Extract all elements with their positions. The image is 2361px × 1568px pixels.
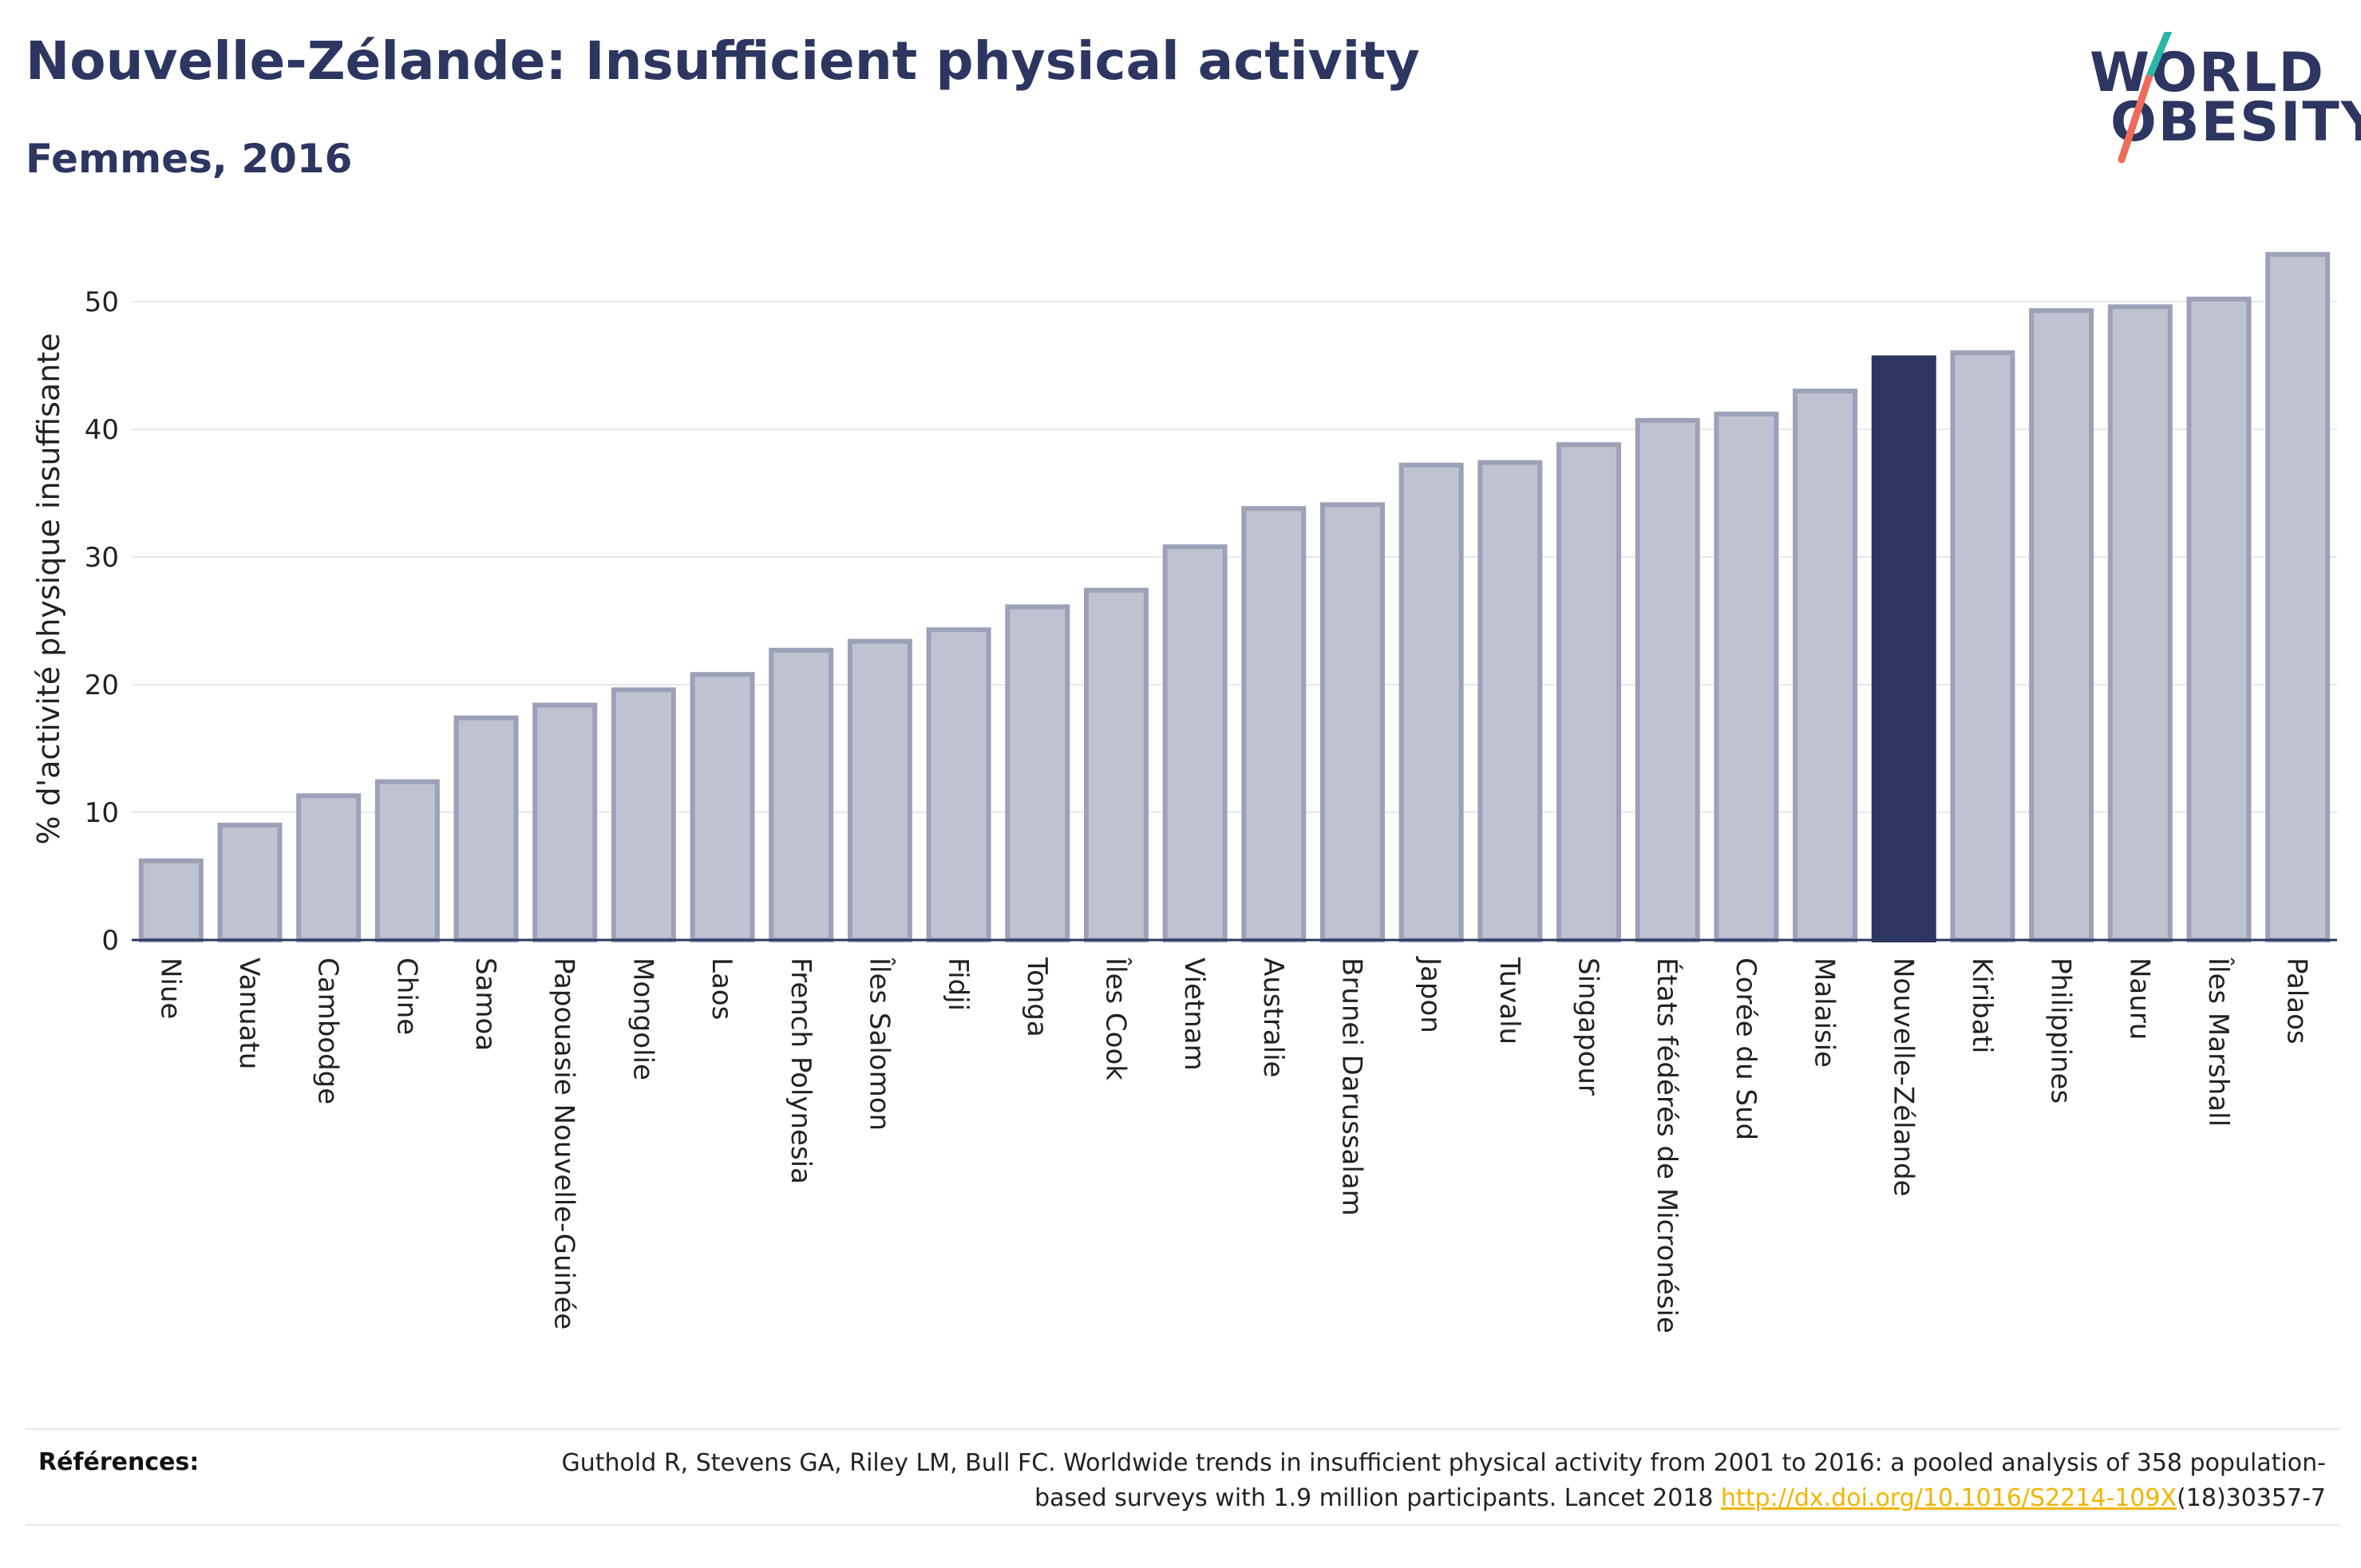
bar <box>532 702 598 942</box>
x-tick-label: Nauru <box>2123 958 2155 1040</box>
x-tick-label: Tuvalu <box>1493 957 1525 1045</box>
chart-title: Nouvelle-Zélande: Insufficient physical … <box>26 30 1420 92</box>
bar <box>2029 308 2094 942</box>
references-top-divider <box>26 1428 2340 1430</box>
bar <box>2265 251 2331 942</box>
x-tick-label: Vanuatu <box>233 958 265 1069</box>
x-tick-label: Cambodge <box>312 958 344 1104</box>
bar <box>769 647 834 942</box>
x-tick-label: Brunei Darussalam <box>1336 958 1368 1216</box>
x-tick-label: Mongolie <box>627 958 658 1080</box>
bar <box>2186 296 2252 942</box>
bar <box>1398 462 1464 942</box>
bar <box>611 687 676 943</box>
logo-word-obesity: OBESITY <box>2110 91 2361 154</box>
bar <box>374 779 440 942</box>
x-tick-label: French Polynesia <box>785 958 817 1184</box>
bar <box>138 858 204 943</box>
bar <box>1556 442 1622 942</box>
x-tick-label: Palaos <box>2281 958 2313 1045</box>
bar <box>1714 411 1779 942</box>
bar <box>690 672 755 942</box>
x-tick-label: Tonga <box>1021 957 1053 1037</box>
references-citation-suffix: (18)30357-7 <box>2177 1484 2326 1512</box>
logo-word-world: WORLD <box>2090 41 2325 105</box>
x-tick-label: Papouasie Nouvelle-Guinée <box>548 958 580 1329</box>
bar <box>1241 506 1307 942</box>
references-label: Références: <box>38 1448 200 1476</box>
bar <box>926 627 991 942</box>
x-tick-label: Vietnam <box>1178 958 1210 1071</box>
references-text: Guthold R, Stevens GA, Riley LM, Bull FC… <box>490 1446 2326 1516</box>
x-tick-label: Niue <box>154 958 186 1019</box>
x-tick-label: Japon <box>1414 956 1446 1033</box>
y-tick-label: 50 <box>85 286 119 318</box>
x-tick-label: États fédérés de Micronésie <box>1651 958 1683 1333</box>
x-tick-label: Îles Cook <box>1099 957 1132 1080</box>
bar <box>296 793 362 943</box>
bar <box>2107 304 2173 942</box>
logo-slash-icon <box>2118 32 2173 164</box>
bar-chart: 0 10 20 30 40 50 % d'activité physique insuffi… <box>31 251 2337 1333</box>
x-tick-label: Îles Marshall <box>2202 957 2235 1127</box>
y-tick-label: 40 <box>85 414 119 446</box>
bar-highlight <box>1871 355 1936 942</box>
x-tick-label: Îles Salomon <box>863 957 896 1131</box>
bar <box>1950 350 2015 942</box>
y-tick-label: 20 <box>85 669 119 701</box>
bar <box>1005 604 1070 943</box>
x-tick-label: Singapour <box>1572 958 1604 1096</box>
x-tick-label: Laos <box>706 958 738 1020</box>
y-axis-title: % d'activité physique insuffisante <box>31 333 66 844</box>
bar <box>1635 417 1700 942</box>
bar <box>1320 502 1386 942</box>
x-tick-label: Malaisie <box>1809 958 1841 1068</box>
bar <box>217 823 283 942</box>
references-citation: Guthold R, Stevens GA, Riley LM, Bull FC… <box>561 1449 2326 1512</box>
references-doi-link[interactable]: http://dx.doi.org/10.1016/S2214-109X <box>1721 1484 2177 1512</box>
bar <box>1162 544 1228 942</box>
x-tick-label: Corée du Sud <box>1730 958 1762 1140</box>
world-obesity-logo: WORLD OBESITY <box>2075 32 2361 176</box>
bar <box>1477 460 1543 942</box>
x-tick-label: Philippines <box>2045 958 2077 1104</box>
bar <box>847 638 912 942</box>
y-tick-label: 10 <box>85 797 119 829</box>
x-tick-label: Australie <box>1257 958 1289 1077</box>
x-tick-label: Nouvelle-Zélande <box>1887 958 1919 1196</box>
y-tick-label: 0 <box>101 925 119 957</box>
y-tick-label: 30 <box>85 542 119 574</box>
bar <box>453 715 519 942</box>
x-tick-label: Fidji <box>942 958 974 1011</box>
bar <box>1083 587 1149 942</box>
x-tick-label: Kiribati <box>1966 958 1998 1053</box>
references-bottom-divider <box>26 1524 2340 1526</box>
x-tick-label: Chine <box>390 958 422 1035</box>
chart-subtitle: Femmes, 2016 <box>26 136 353 182</box>
bar <box>1793 389 1858 942</box>
x-tick-label: Samoa <box>469 958 501 1051</box>
